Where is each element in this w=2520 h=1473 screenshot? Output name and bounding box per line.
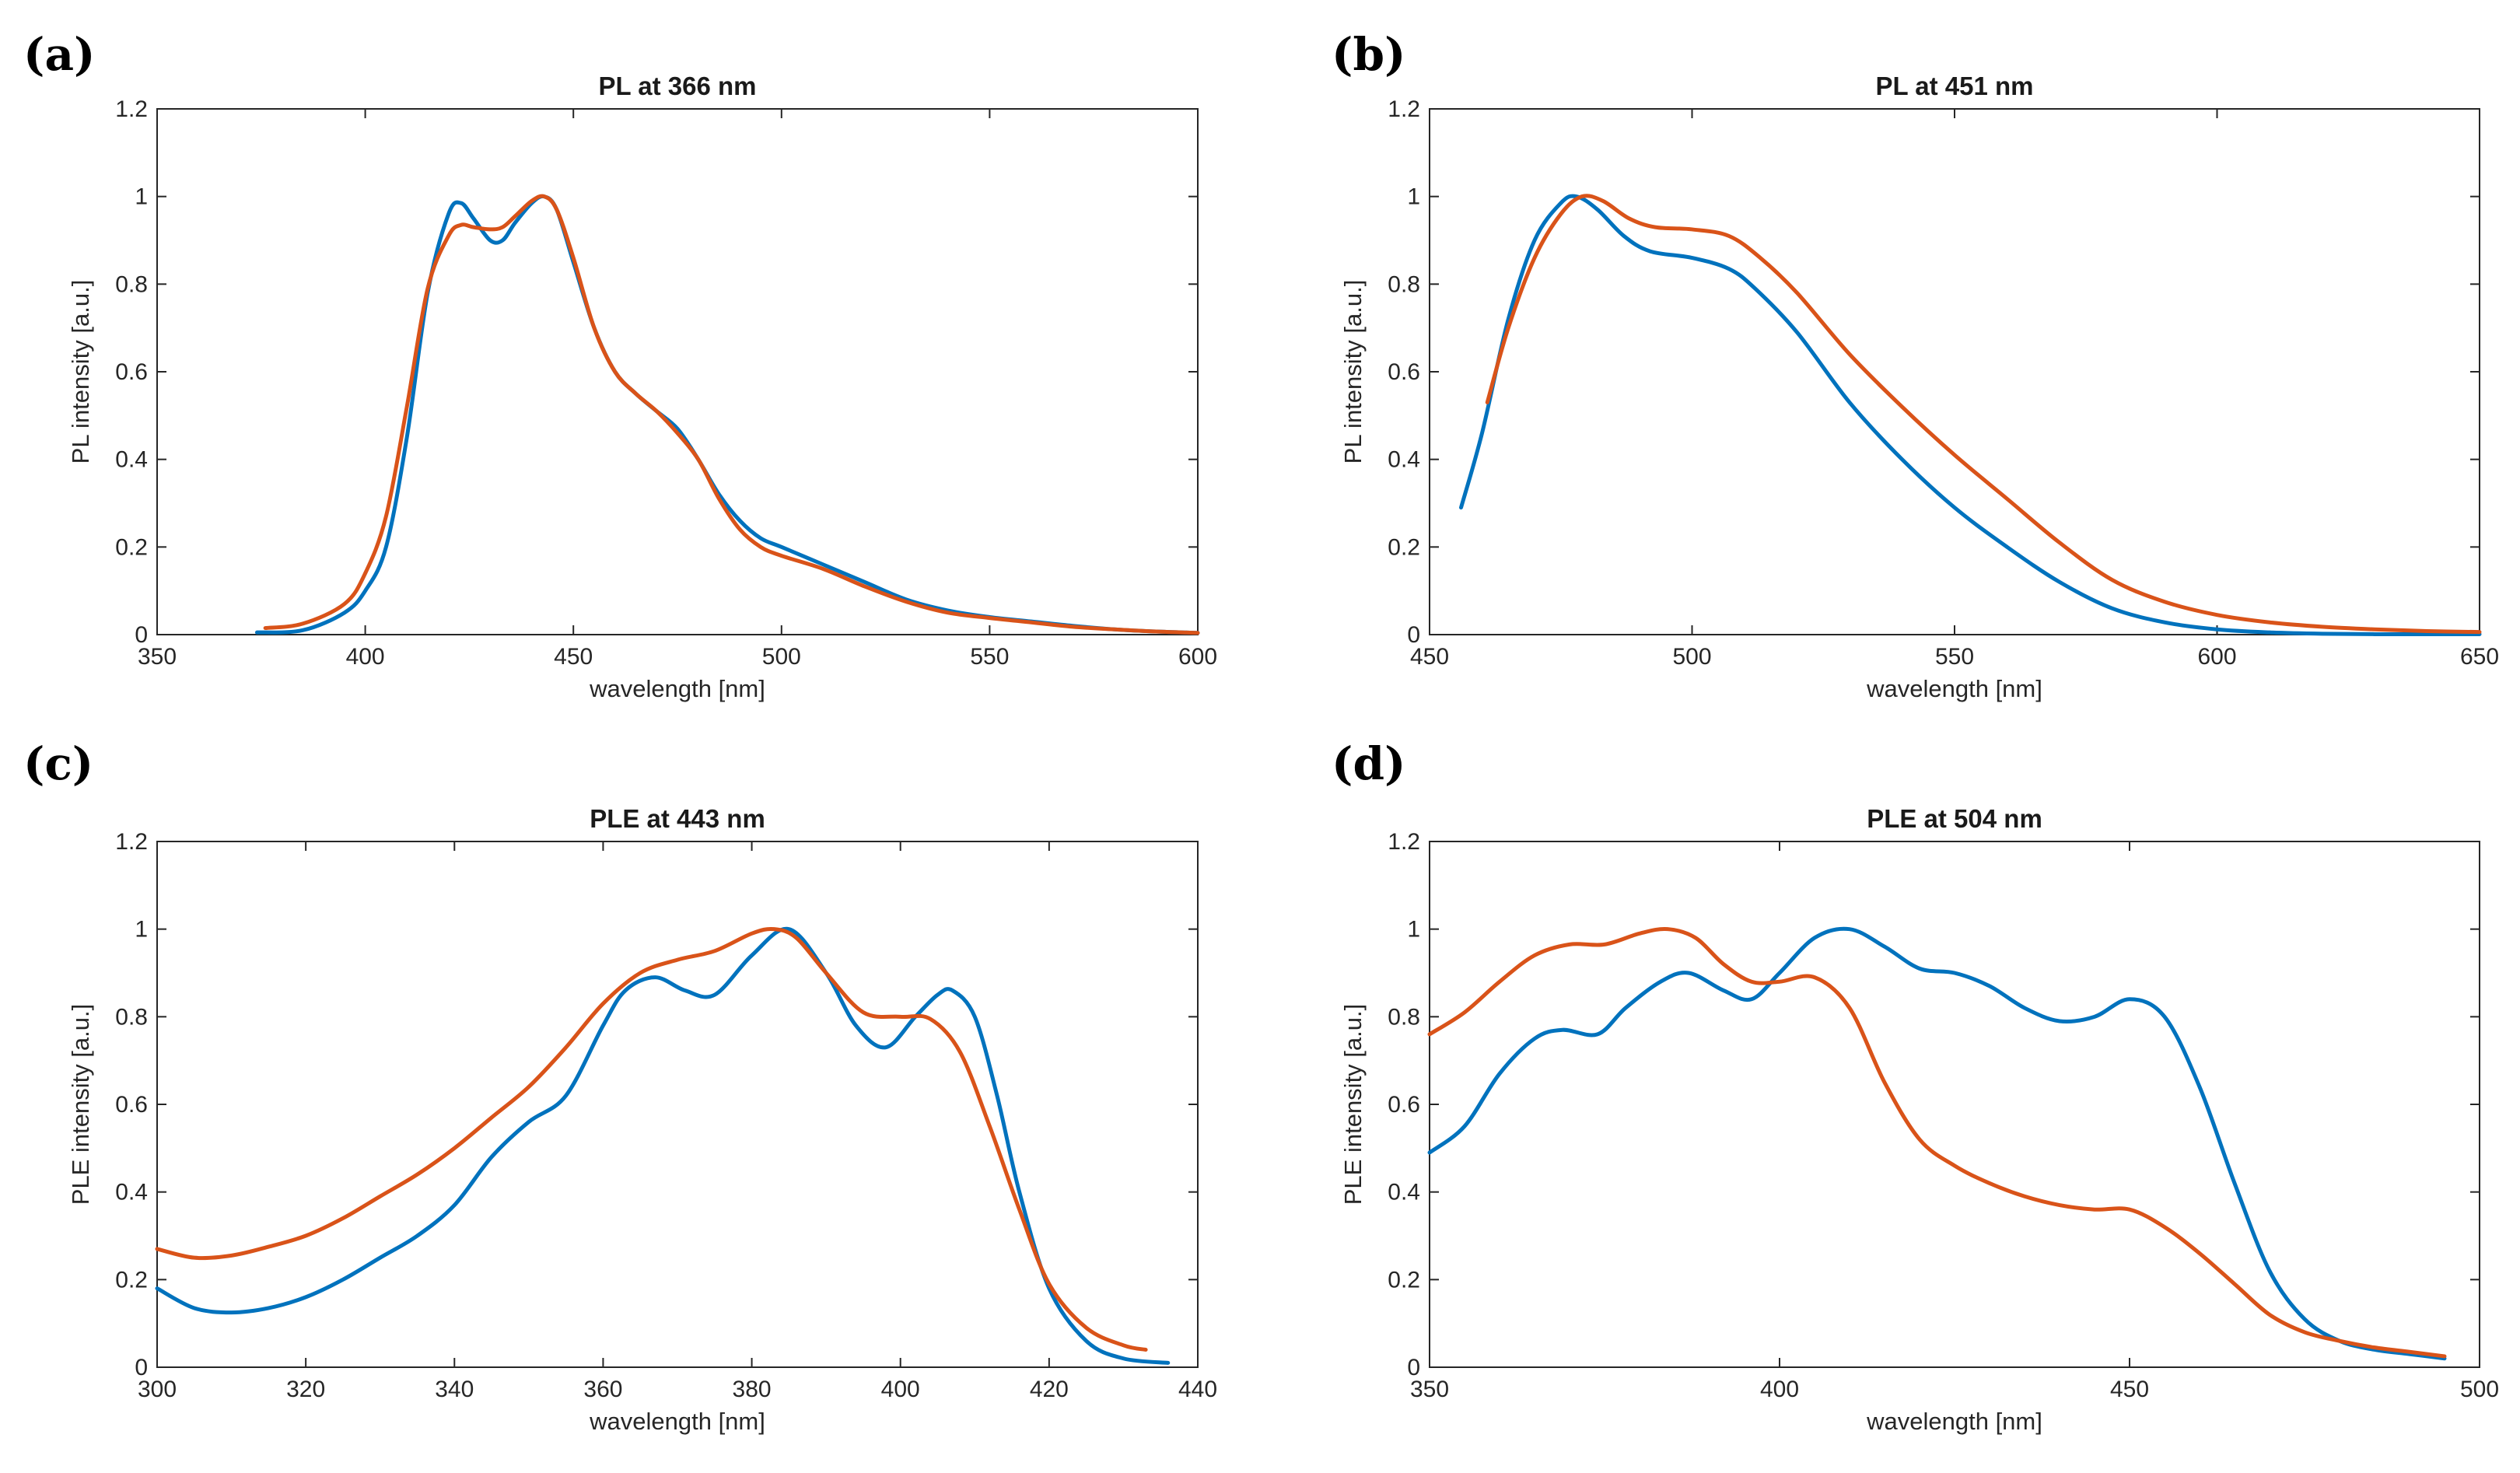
y-tick-label: 0.2 (1388, 1267, 1420, 1293)
y-tick-label: 0.2 (115, 534, 148, 560)
series-line-orange (263, 194, 1200, 635)
y-tick-label: 0.8 (115, 271, 148, 297)
chart-panel-c: (c) PLE at 443 nm 300 320 340 360 380 400 420 440… (23, 737, 1217, 1435)
chart-panel-b: (b) PL at 451 nm 450 500 550 600 650 0 0.2 0.4 0.6… (1332, 28, 2499, 702)
y-tick-label: 1.2 (115, 829, 148, 855)
y-tick-label: 0.6 (1388, 359, 1420, 385)
y-axis-label: PL intensity [a.u.] (1339, 280, 1367, 464)
y-tick-label: 0.4 (1388, 447, 1420, 473)
y-tick-label: 0 (135, 622, 148, 648)
x-tick-label: 600 (2197, 644, 2236, 670)
x-tick-label: 450 (554, 644, 593, 670)
panel-label: (d) (1332, 737, 1405, 790)
y-tick-label: 0 (1407, 1355, 1420, 1380)
panel-label: (a) (23, 28, 95, 81)
x-tick-label: 500 (1672, 644, 1711, 670)
x-axis-label: wavelength [nm] (1866, 1408, 2042, 1435)
y-tick-label: 0.4 (1388, 1180, 1420, 1205)
panel-label: (c) (23, 737, 93, 790)
plot-area (156, 841, 1199, 1368)
x-tick-label: 450 (1410, 644, 1449, 670)
series-line-blue (155, 926, 1171, 1365)
series-line-blue (1427, 926, 2447, 1361)
y-tick-label: 0.6 (115, 1092, 148, 1118)
x-tick-label: 550 (1935, 644, 1974, 670)
y-tick-label: 1.2 (1388, 96, 1420, 122)
y-tick-label: 0.6 (1388, 1092, 1420, 1118)
x-tick-label: 400 (346, 644, 385, 670)
y-tick-label: 1 (1407, 184, 1420, 210)
y-tick-label: 1 (1407, 917, 1420, 943)
x-tick-label: 420 (1030, 1377, 1069, 1402)
y-tick-label: 1 (135, 917, 148, 943)
x-tick-label: 320 (286, 1377, 325, 1402)
chart-title: PLE at 443 nm (590, 804, 765, 833)
y-axis-label: PL intensity [a.u.] (67, 280, 94, 464)
x-tick-label: 350 (1410, 1377, 1449, 1402)
y-tick-label: 1 (135, 184, 148, 210)
series-line-orange (1485, 194, 2482, 635)
x-tick-label: 650 (2460, 644, 2499, 670)
x-tick-label: 350 (138, 644, 177, 670)
chart-title: PL at 366 nm (599, 72, 757, 100)
x-tick-label: 340 (435, 1377, 474, 1402)
series-line-blue (1459, 194, 2482, 636)
y-tick-label: 0.4 (115, 1180, 148, 1205)
x-axis-label: wavelength [nm] (1866, 675, 2042, 702)
x-tick-label: 500 (762, 644, 801, 670)
series-line-orange (1427, 927, 2447, 1359)
y-axis-label: PLE intensity [a.u.] (1339, 1004, 1367, 1205)
panel-label: (b) (1332, 28, 1405, 81)
y-tick-label: 0.8 (1388, 271, 1420, 297)
y-tick-label: 0 (1407, 622, 1420, 648)
y-tick-label: 0.2 (115, 1267, 148, 1293)
x-axis-label: wavelength [nm] (589, 1408, 765, 1435)
y-tick-label: 0.4 (115, 447, 148, 473)
plot-area (1429, 841, 2480, 1368)
x-tick-label: 500 (2460, 1377, 2499, 1402)
x-tick-label: 300 (138, 1377, 177, 1402)
y-tick-label: 1.2 (1388, 829, 1420, 855)
chart-panel-d: (d) PLE at 504 nm 350 400 450 500 0 0.2 0.4 0.6 0.… (1332, 737, 2499, 1435)
y-tick-label: 1.2 (115, 96, 148, 122)
y-tick-label: 0.8 (1388, 1004, 1420, 1030)
y-tick-label: 0 (135, 1355, 148, 1380)
x-tick-label: 600 (1178, 644, 1217, 670)
x-tick-label: 440 (1178, 1377, 1217, 1402)
plot-area (1429, 108, 2480, 635)
chart-title: PLE at 504 nm (1867, 804, 2042, 833)
x-tick-label: 450 (2110, 1377, 2149, 1402)
plot-area (156, 108, 1199, 635)
x-tick-label: 550 (970, 644, 1009, 670)
series-line-orange (155, 926, 1148, 1352)
y-tick-label: 0.8 (115, 1004, 148, 1030)
x-tick-label: 400 (881, 1377, 920, 1402)
x-tick-label: 400 (1760, 1377, 1799, 1402)
x-axis-label: wavelength [nm] (589, 675, 765, 702)
chart-title: PL at 451 nm (1876, 72, 2034, 100)
x-tick-label: 380 (733, 1377, 772, 1402)
chart-panel-a: (a) PL at 366 nm 350 400 450 500 550 600 0 0.2 0.4… (23, 28, 1217, 702)
y-axis-label: PLE intensity [a.u.] (67, 1004, 94, 1205)
x-tick-label: 360 (583, 1377, 622, 1402)
y-tick-label: 0.2 (1388, 534, 1420, 560)
y-tick-label: 0.6 (115, 359, 148, 385)
